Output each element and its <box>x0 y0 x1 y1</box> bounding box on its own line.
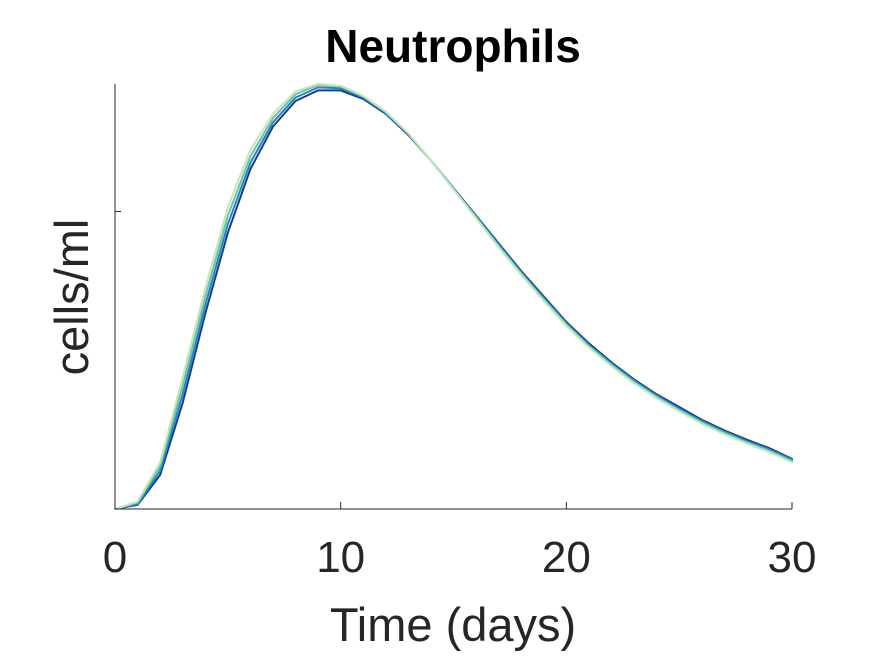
series-line-3 <box>114 83 793 510</box>
x-tick-label: 10 <box>316 533 365 582</box>
x-tick-label: 30 <box>768 533 817 582</box>
series-line-4 <box>114 83 793 510</box>
plot-area <box>114 83 793 510</box>
x-ticks: 0 10 20 30 <box>103 502 817 582</box>
x-tick-label: 0 <box>103 533 127 582</box>
x-axis-label: Time (days) <box>330 598 576 651</box>
series-line-2 <box>114 86 793 510</box>
series-line-1 <box>114 89 793 510</box>
x-tick-label: 20 <box>542 533 591 582</box>
chart-title: Neutrophils <box>325 20 581 72</box>
y-axis-label: cells/ml <box>45 219 98 376</box>
